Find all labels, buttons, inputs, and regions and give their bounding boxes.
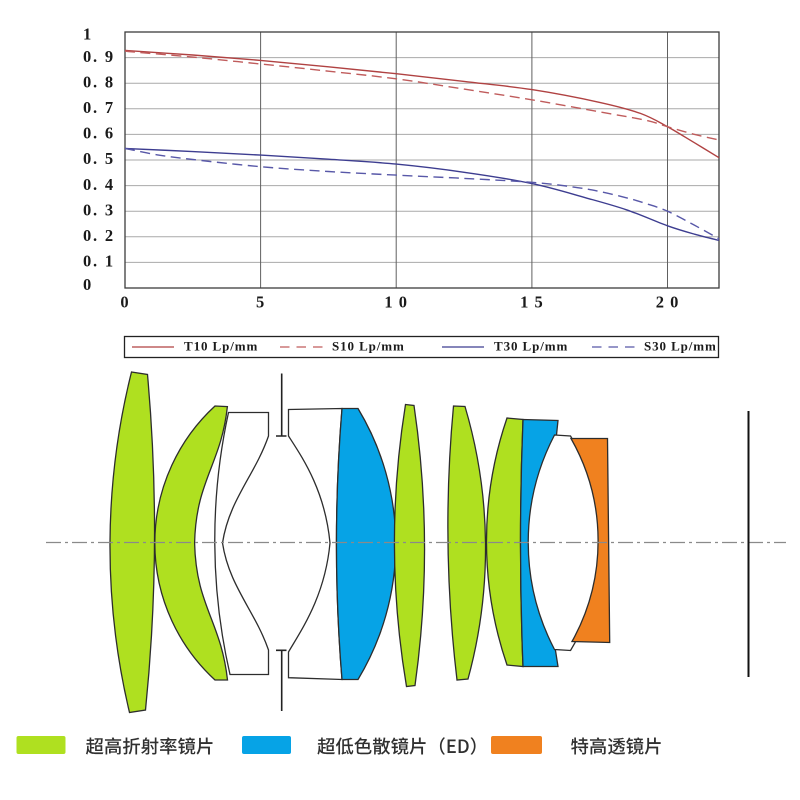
svg-text:0. 7: 0. 7 (83, 98, 115, 117)
svg-text:T10 Lp/mm: T10 Lp/mm (184, 339, 258, 354)
svg-text:1: 1 (83, 25, 93, 44)
svg-text:0. 4: 0. 4 (83, 175, 115, 194)
svg-text:0. 3: 0. 3 (83, 200, 115, 219)
svg-text:1 5: 1 5 (520, 293, 544, 312)
svg-text:0: 0 (83, 275, 93, 294)
svg-text:0. 6: 0. 6 (83, 124, 115, 143)
svg-text:0. 1: 0. 1 (83, 252, 115, 271)
svg-text:1 0: 1 0 (384, 293, 408, 312)
svg-text:T30 Lp/mm: T30 Lp/mm (494, 339, 568, 354)
svg-text:S10 Lp/mm: S10 Lp/mm (332, 339, 405, 354)
svg-text:5: 5 (256, 293, 265, 312)
svg-text:0: 0 (120, 293, 129, 312)
svg-text:S30 Lp/mm: S30 Lp/mm (644, 339, 717, 354)
svg-text:0. 8: 0. 8 (83, 72, 115, 91)
svg-text:0. 9: 0. 9 (83, 47, 115, 66)
svg-text:2 0: 2 0 (656, 293, 680, 312)
svg-text:0. 2: 0. 2 (83, 226, 115, 245)
svg-text:0. 5: 0. 5 (83, 149, 115, 168)
